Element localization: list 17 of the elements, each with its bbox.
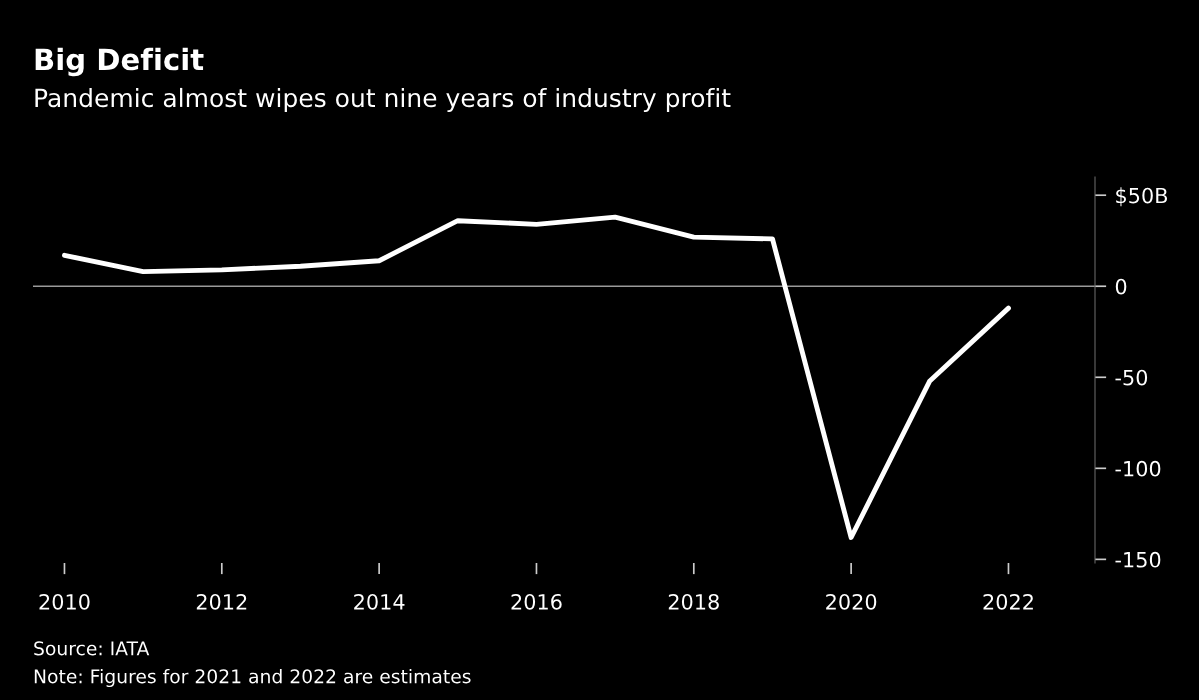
chart-title: Big Deficit — [35, 47, 204, 77]
source-note: Source: IATA — [34, 641, 150, 656]
x-tick-label: 2018 — [668, 593, 719, 610]
x-tick-label: 2016 — [511, 593, 562, 610]
y-tick-label: -100 — [1115, 460, 1161, 477]
x-tick-label: 2020 — [826, 593, 877, 610]
y-tick-label: -150 — [1115, 551, 1161, 568]
x-tick-label: 2022 — [983, 593, 1033, 610]
y-tick-label: $50B — [1116, 187, 1168, 207]
y-tick-label: -50 — [1115, 369, 1148, 386]
x-tick-label: 2014 — [354, 593, 405, 610]
x-tick-label: 2012 — [196, 593, 247, 610]
line-series — [62, 214, 1011, 540]
text: Note: Figures for 2021 and 2022 are estimates — [34, 668, 471, 688]
y-tick-label: 0 — [1115, 278, 1127, 295]
x-tick-label: 2010 — [39, 593, 90, 610]
chart-subtitle: Pandemic almost wipes out nine years of industry profit — [35, 87, 731, 113]
